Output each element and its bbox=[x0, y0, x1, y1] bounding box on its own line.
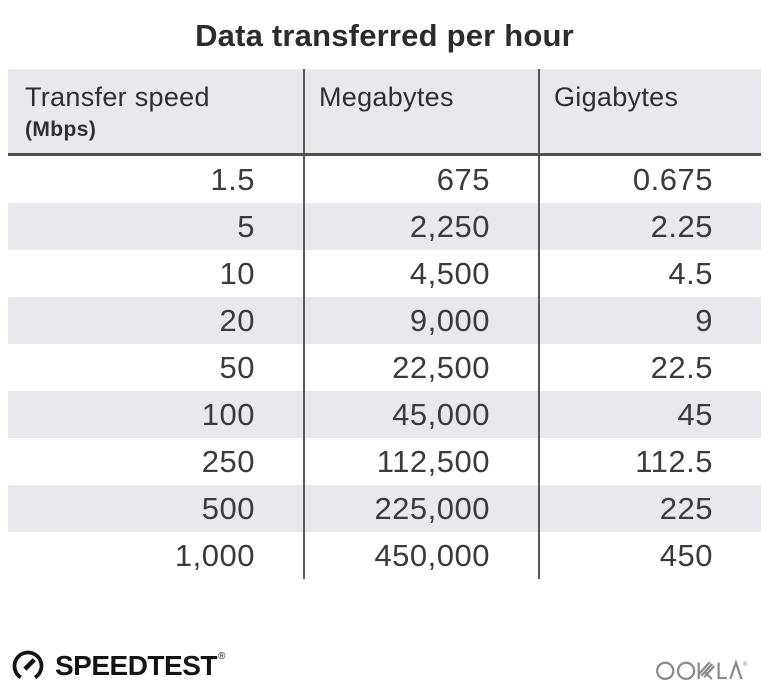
footer: SPEEDTEST ® OOKLA ® bbox=[0, 645, 769, 687]
cell-gigabytes: 22.5 bbox=[538, 344, 761, 391]
cell-transfer-speed: 10 bbox=[219, 256, 255, 291]
header-label: Megabytes bbox=[319, 82, 454, 112]
cell-transfer-speed: 5 bbox=[237, 209, 255, 244]
cell-gigabytes: 112.5 bbox=[538, 438, 761, 485]
cell-gigabytes: 9 bbox=[538, 297, 761, 344]
cell-megabytes: 675 bbox=[303, 156, 538, 203]
table-header-row: Transfer speed (Mbps) Megabytes Gigabyte… bbox=[8, 69, 761, 156]
cell-transfer-speed: 20 bbox=[219, 303, 255, 338]
cell-transfer-speed: 250 bbox=[201, 444, 255, 479]
table-row: 1.5 675 0.675 bbox=[8, 156, 761, 203]
table-row: 5 2,250 2.25 bbox=[8, 203, 761, 250]
header-megabytes: Megabytes bbox=[303, 69, 538, 153]
page-title: Data transferred per hour bbox=[195, 18, 574, 53]
table-row: 50 22,500 22.5 bbox=[8, 344, 761, 391]
table-row: 250 112,500 112.5 bbox=[8, 438, 761, 485]
cell-transfer-speed: 1.5 bbox=[210, 162, 255, 197]
speedtest-gauge-icon bbox=[12, 650, 44, 682]
cell-megabytes: 9,000 bbox=[303, 297, 538, 344]
cell-transfer-speed: 1,000 bbox=[174, 538, 255, 573]
data-table: Transfer speed (Mbps) Megabytes Gigabyte… bbox=[8, 69, 761, 579]
cell-megabytes: 4,500 bbox=[303, 250, 538, 297]
table-body: 1.5 675 0.675 5 2,250 2.25 10 4,500 4.5 … bbox=[8, 156, 761, 579]
registered-mark-icon: ® bbox=[217, 651, 226, 662]
cell-gigabytes: 4.5 bbox=[538, 250, 761, 297]
cell-gigabytes: 45 bbox=[538, 391, 761, 438]
header-gigabytes: Gigabytes bbox=[538, 69, 761, 153]
cell-megabytes: 450,000 bbox=[303, 532, 538, 579]
header-unit-label: (Mbps) bbox=[25, 118, 97, 141]
cell-megabytes: 22,500 bbox=[303, 344, 538, 391]
table-row: 1,000 450,000 450 bbox=[8, 532, 761, 579]
cell-megabytes: 112,500 bbox=[303, 438, 538, 485]
speedtest-wordmark: SPEEDTEST bbox=[55, 650, 217, 681]
cell-transfer-speed: 500 bbox=[201, 491, 255, 526]
table-row: 500 225,000 225 bbox=[8, 485, 761, 532]
header-transfer-speed: Transfer speed (Mbps) bbox=[8, 69, 303, 153]
cell-gigabytes: 2.25 bbox=[538, 203, 761, 250]
ookla-logo: OOKLA ® bbox=[655, 649, 757, 683]
cell-megabytes: 45,000 bbox=[303, 391, 538, 438]
cell-gigabytes: 450 bbox=[538, 532, 761, 579]
cell-gigabytes: 225 bbox=[538, 485, 761, 532]
ookla-registered-mark: ® bbox=[743, 660, 748, 668]
header-label: Gigabytes bbox=[554, 82, 679, 112]
cell-gigabytes: 0.675 bbox=[538, 156, 761, 203]
cell-transfer-speed: 100 bbox=[201, 397, 255, 432]
table-row: 100 45,000 45 bbox=[8, 391, 761, 438]
speedtest-logo: SPEEDTEST ® bbox=[10, 648, 225, 684]
cell-megabytes: 225,000 bbox=[303, 485, 538, 532]
table-row: 10 4,500 4.5 bbox=[8, 250, 761, 297]
cell-megabytes: 2,250 bbox=[303, 203, 538, 250]
table-row: 20 9,000 9 bbox=[8, 297, 761, 344]
ookla-wordmark-icon: ® bbox=[656, 659, 748, 681]
header-label: Transfer speed bbox=[25, 82, 210, 112]
cell-transfer-speed: 50 bbox=[219, 350, 255, 385]
